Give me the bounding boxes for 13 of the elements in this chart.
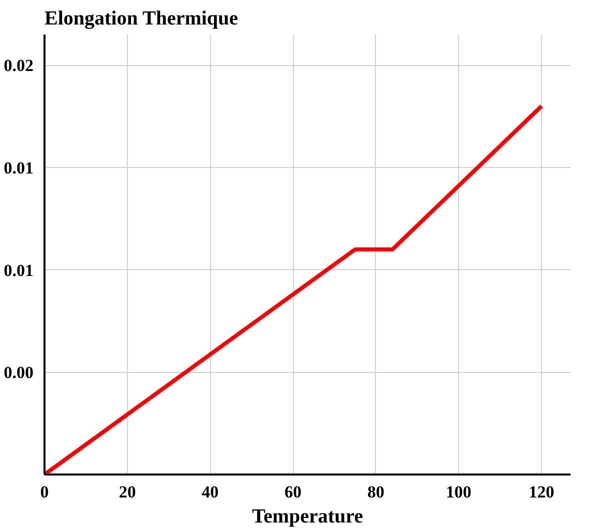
x-tick-label: 0 xyxy=(40,482,49,502)
x-tick-label: 80 xyxy=(367,482,384,502)
x-tick-label: 60 xyxy=(284,482,302,502)
y-tick-label: 0.00 xyxy=(4,363,34,382)
y-axis-title: Elongation Thermique xyxy=(44,8,238,30)
x-tick-label: 120 xyxy=(528,482,554,502)
y-tick-label: 0.01 xyxy=(4,158,34,178)
x-axis-title: Temperature xyxy=(252,506,364,528)
x-tick-label: 20 xyxy=(118,482,136,502)
y-tick-label: 0.01 xyxy=(4,260,34,280)
y-tick-label: 0.02 xyxy=(4,56,34,76)
x-tick-label: 40 xyxy=(202,482,219,502)
x-tick-label: 100 xyxy=(446,482,472,502)
